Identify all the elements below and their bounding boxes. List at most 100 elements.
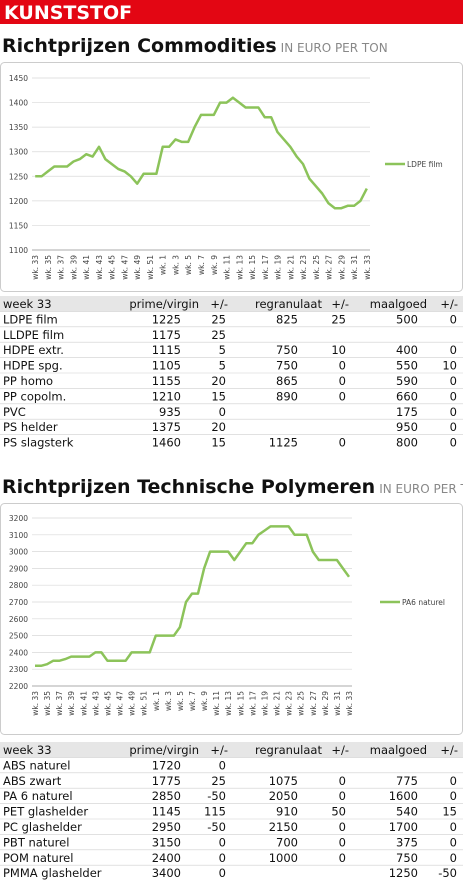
x-tick-label: wk. 1 bbox=[152, 691, 161, 711]
x-tick-label: wk. 31 bbox=[350, 255, 359, 280]
table-cell: 1210 bbox=[152, 389, 181, 403]
section-title: Richtprijzen Commodities bbox=[2, 35, 277, 57]
y-tick-label: 1150 bbox=[9, 221, 28, 230]
table-cell: 1250 bbox=[389, 866, 418, 880]
x-tick-label: wk. 23 bbox=[299, 255, 308, 280]
table-header-cell: +/- bbox=[210, 743, 228, 757]
table-cell: PS helder bbox=[3, 420, 58, 434]
x-tick-label: wk. 3 bbox=[164, 691, 173, 711]
x-tick-label: wk. 45 bbox=[103, 691, 112, 716]
table-header-cell: +/- bbox=[331, 297, 349, 311]
table-cell: 0 bbox=[339, 374, 346, 388]
table-cell: 950 bbox=[396, 420, 418, 434]
x-tick-label: wk. 11 bbox=[212, 691, 221, 716]
y-tick-label: 2700 bbox=[9, 598, 28, 607]
x-tick-label: wk. 33 bbox=[31, 691, 40, 716]
table-cell: 3150 bbox=[152, 835, 181, 849]
y-tick-label: 2400 bbox=[9, 648, 28, 657]
y-tick-label: 3100 bbox=[9, 531, 28, 540]
y-tick-label: 1100 bbox=[9, 246, 28, 255]
y-tick-label: 1450 bbox=[9, 74, 28, 83]
table-cell: 0 bbox=[219, 405, 226, 419]
x-tick-label: wk. 15 bbox=[248, 255, 257, 280]
y-tick-label: 2300 bbox=[9, 665, 28, 674]
x-tick-label: wk. 9 bbox=[210, 255, 219, 275]
table-cell: 0 bbox=[450, 389, 457, 403]
table-cell: 0 bbox=[450, 835, 457, 849]
x-tick-label: wk. 5 bbox=[176, 691, 185, 711]
x-tick-label: wk. 3 bbox=[171, 255, 180, 275]
table-cell: PBT naturel bbox=[3, 835, 69, 849]
line-series bbox=[35, 525, 351, 668]
y-tick-label: 1250 bbox=[9, 172, 28, 181]
table-cell: 25 bbox=[211, 774, 226, 788]
table-header-cell: maalgoed bbox=[370, 297, 427, 311]
table-cell: 1225 bbox=[152, 312, 181, 326]
x-tick-label: wk. 35 bbox=[43, 691, 52, 716]
y-tick-label: 3200 bbox=[9, 514, 28, 523]
table-cell: 750 bbox=[276, 343, 298, 357]
table-cell: 20 bbox=[211, 420, 226, 434]
y-tick-label: 1200 bbox=[9, 197, 28, 206]
x-tick-label: wk. 19 bbox=[260, 691, 269, 716]
table-cell: 0 bbox=[219, 866, 226, 880]
x-tick-label: wk. 49 bbox=[133, 255, 142, 280]
table-cell: 0 bbox=[450, 820, 457, 834]
x-tick-label: wk. 27 bbox=[325, 255, 334, 280]
x-tick-label: wk. 37 bbox=[57, 255, 66, 280]
x-tick-label: wk. 13 bbox=[235, 255, 244, 280]
table-cell: 935 bbox=[159, 405, 181, 419]
table-cell: 1460 bbox=[152, 436, 181, 450]
table-header-cell: +/- bbox=[331, 743, 349, 757]
table-cell: 0 bbox=[339, 436, 346, 450]
section-subtitle: IN EURO PER TON bbox=[379, 482, 463, 496]
table-cell: LDPE film bbox=[3, 312, 58, 326]
line-series bbox=[35, 96, 368, 210]
x-tick-label: wk. 39 bbox=[69, 255, 78, 280]
section-subtitle: IN EURO PER TON bbox=[281, 41, 388, 55]
table-cell: 25 bbox=[211, 328, 226, 342]
table-cell: 660 bbox=[396, 389, 418, 403]
table-cell: PA 6 naturel bbox=[3, 789, 73, 803]
table-header-cell: +/- bbox=[440, 743, 458, 757]
table-cell: 2050 bbox=[269, 789, 298, 803]
table-cell: 0 bbox=[450, 312, 457, 326]
table-cell: 15 bbox=[442, 805, 457, 819]
table-cell: 825 bbox=[276, 312, 298, 326]
table-cell: 50 bbox=[331, 805, 346, 819]
table-cell: 775 bbox=[396, 774, 418, 788]
x-tick-label: wk. 43 bbox=[95, 255, 104, 280]
table-cell: 2150 bbox=[269, 820, 298, 834]
table-cell: 1700 bbox=[389, 820, 418, 834]
table-cell: 20 bbox=[211, 374, 226, 388]
table-cell: 5 bbox=[219, 343, 226, 357]
table-cell: 1720 bbox=[152, 758, 181, 772]
table-cell: ABS naturel bbox=[3, 758, 70, 772]
y-tick-label: 1400 bbox=[9, 99, 28, 108]
table-cell: 0 bbox=[339, 774, 346, 788]
x-tick-label: wk. 17 bbox=[261, 255, 270, 280]
x-tick-label: wk. 51 bbox=[146, 255, 155, 280]
x-tick-label: wk. 11 bbox=[223, 255, 232, 280]
table-cell: 1115 bbox=[152, 343, 181, 357]
table-cell: PP homo bbox=[3, 374, 53, 388]
table-cell: HDPE spg. bbox=[3, 359, 63, 373]
x-tick-label: wk. 21 bbox=[286, 255, 295, 280]
table-cell: 800 bbox=[396, 436, 418, 450]
x-tick-label: wk. 49 bbox=[128, 691, 137, 716]
table-header-cell: maalgoed bbox=[370, 743, 427, 757]
x-tick-label: wk. 39 bbox=[67, 691, 76, 716]
table-cell: 1000 bbox=[269, 851, 298, 865]
x-tick-label: wk. 7 bbox=[197, 255, 206, 275]
table-cell: 550 bbox=[396, 359, 418, 373]
x-tick-label: wk. 15 bbox=[236, 691, 245, 716]
table-cell: PET glashelder bbox=[3, 805, 88, 819]
table-cell: 175 bbox=[396, 405, 418, 419]
table-cell: 1105 bbox=[152, 359, 181, 373]
table-header-cell: week 33 bbox=[3, 297, 52, 311]
x-tick-label: wk. 7 bbox=[188, 691, 197, 711]
table-cell: 3400 bbox=[152, 866, 181, 880]
table-cell: ABS zwart bbox=[3, 774, 62, 788]
table-cell: 1375 bbox=[152, 420, 181, 434]
